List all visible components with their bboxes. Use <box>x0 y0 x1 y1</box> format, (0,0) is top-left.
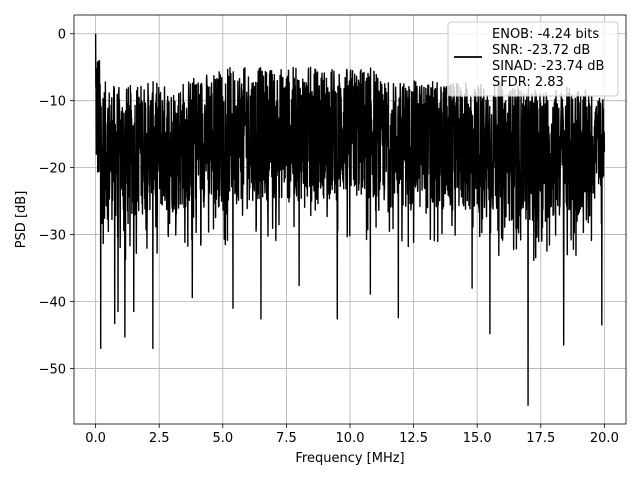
x-tick-label: 7.5 <box>276 431 297 446</box>
legend-sfdr-text: SFDR: 2.83 <box>492 75 564 90</box>
x-axis-label: Frequency [MHz] <box>295 451 404 466</box>
legend-enob-text: ENOB: -4.24 bits <box>492 27 599 42</box>
x-tick-label: 20.0 <box>590 431 619 446</box>
x-tick-label: 17.5 <box>526 431 555 446</box>
y-tick-label: −40 <box>39 296 66 311</box>
axis-ticks: 0.0 2.5 5.0 7.5 10.0 12.5 15.0 17.5 20.0 0 −10 −20 −… <box>39 28 619 446</box>
x-tick-label: 5.0 <box>212 431 233 446</box>
plot-area <box>94 33 606 406</box>
y-tick-label: −50 <box>39 362 66 377</box>
x-tick-label: 12.5 <box>399 431 428 446</box>
x-tick-label: 0.0 <box>85 431 106 446</box>
legend-snr-text: SNR: -23.72 dB <box>492 43 590 58</box>
x-tick-label: 15.0 <box>463 431 492 446</box>
x-tick-label: 2.5 <box>149 431 170 446</box>
x-tick-label: 10.0 <box>336 431 365 446</box>
y-tick-label: −30 <box>39 229 66 244</box>
y-tick-label: 0 <box>58 28 66 43</box>
legend-sinad-text: SINAD: -23.74 dB <box>492 59 604 74</box>
legend-box <box>447 21 619 97</box>
y-tick-label: −20 <box>39 162 66 177</box>
legend: ENOB: -4.24 bits SNR: -23.72 dB SINAD: -… <box>447 21 619 97</box>
y-axis-label: PSD [dB] <box>14 191 29 249</box>
y-tick-label: −10 <box>39 95 66 110</box>
psd-trace-line <box>94 33 606 406</box>
